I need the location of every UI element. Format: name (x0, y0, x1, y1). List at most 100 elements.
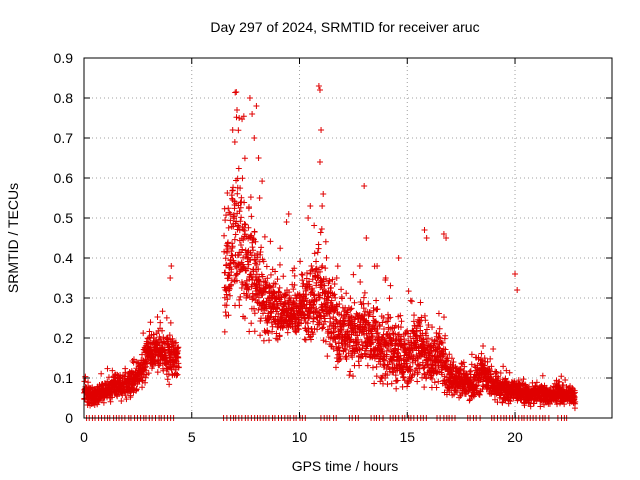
data-point (268, 310, 275, 317)
data-point (407, 368, 414, 375)
data-point (305, 215, 312, 221)
data-point (341, 318, 348, 325)
data-point (374, 306, 381, 313)
data-point (236, 227, 243, 234)
data-point (558, 373, 565, 380)
data-point (236, 296, 243, 303)
y-tick-label: 0.2 (54, 330, 74, 346)
data-point (365, 300, 372, 307)
data-point (319, 203, 326, 209)
data-point (331, 291, 338, 298)
data-point (241, 227, 248, 234)
data-point (325, 294, 332, 301)
data-point (246, 95, 253, 101)
data-point (241, 315, 248, 322)
data-point (260, 258, 267, 265)
data-point (242, 231, 249, 238)
data-point (304, 320, 311, 327)
data-point (251, 228, 258, 235)
data-point (104, 365, 111, 372)
data-point (360, 305, 367, 312)
data-point (100, 399, 107, 406)
data-point (411, 312, 418, 319)
data-point (276, 261, 283, 268)
data-point (435, 310, 442, 317)
data-point (233, 114, 240, 121)
data-point (159, 327, 166, 334)
data-point (157, 319, 164, 326)
data-point (381, 357, 388, 364)
data-point (344, 328, 351, 335)
data-point (347, 295, 354, 302)
x-tick-label: 0 (80, 429, 88, 445)
data-point (261, 233, 268, 240)
data-point (249, 111, 256, 117)
data-point (295, 316, 302, 323)
data-point (373, 330, 380, 337)
data-point (268, 319, 275, 326)
data-point (394, 358, 401, 365)
data-point (433, 384, 440, 391)
data-point (405, 330, 412, 337)
data-point (98, 370, 105, 377)
data-point (241, 155, 248, 162)
data-point (402, 363, 409, 370)
data-point (95, 399, 102, 406)
y-tick-label: 0.8 (54, 90, 74, 106)
data-point (309, 285, 316, 292)
data-point (358, 338, 365, 345)
y-tick-label: 0.4 (54, 250, 74, 266)
data-point (442, 332, 449, 339)
data-point (320, 191, 327, 197)
data-point (226, 272, 233, 279)
data-point (274, 276, 281, 283)
data-point (317, 229, 324, 236)
data-point (303, 291, 310, 298)
data-point (420, 339, 427, 346)
data-point (425, 364, 432, 371)
data-point (239, 246, 246, 253)
data-point (278, 294, 285, 301)
data-point (172, 339, 179, 346)
data-point (316, 318, 323, 325)
data-point (249, 296, 256, 303)
data-point (159, 308, 166, 315)
y-tick-label: 0.7 (54, 130, 74, 146)
data-point (122, 392, 129, 399)
data-point (512, 271, 519, 277)
data-point (133, 386, 140, 393)
data-point (247, 194, 254, 201)
data-point (222, 309, 229, 316)
data-point (147, 319, 154, 326)
data-point (295, 326, 302, 333)
data-point (139, 377, 146, 384)
data-point (439, 339, 446, 346)
data-point (266, 337, 273, 344)
data-point (311, 325, 318, 332)
data-point (388, 380, 395, 387)
data-point (303, 286, 310, 293)
data-point (316, 159, 323, 165)
data-point (416, 317, 423, 324)
data-point (258, 244, 265, 251)
data-point (322, 338, 329, 345)
data-point (372, 318, 379, 325)
data-point (339, 295, 346, 302)
data-point (401, 340, 408, 347)
data-point (298, 317, 305, 324)
data-point (313, 297, 320, 304)
data-point (310, 331, 317, 338)
data-point (343, 355, 350, 362)
data-point (444, 357, 451, 364)
data-point (237, 293, 244, 300)
data-point (225, 312, 232, 319)
data-point (265, 329, 272, 336)
data-point (260, 310, 267, 317)
data-point (408, 298, 415, 305)
data-point (154, 369, 161, 376)
data-point (383, 347, 390, 354)
data-point (221, 232, 228, 239)
data-point (500, 363, 507, 370)
data-point (324, 353, 331, 360)
